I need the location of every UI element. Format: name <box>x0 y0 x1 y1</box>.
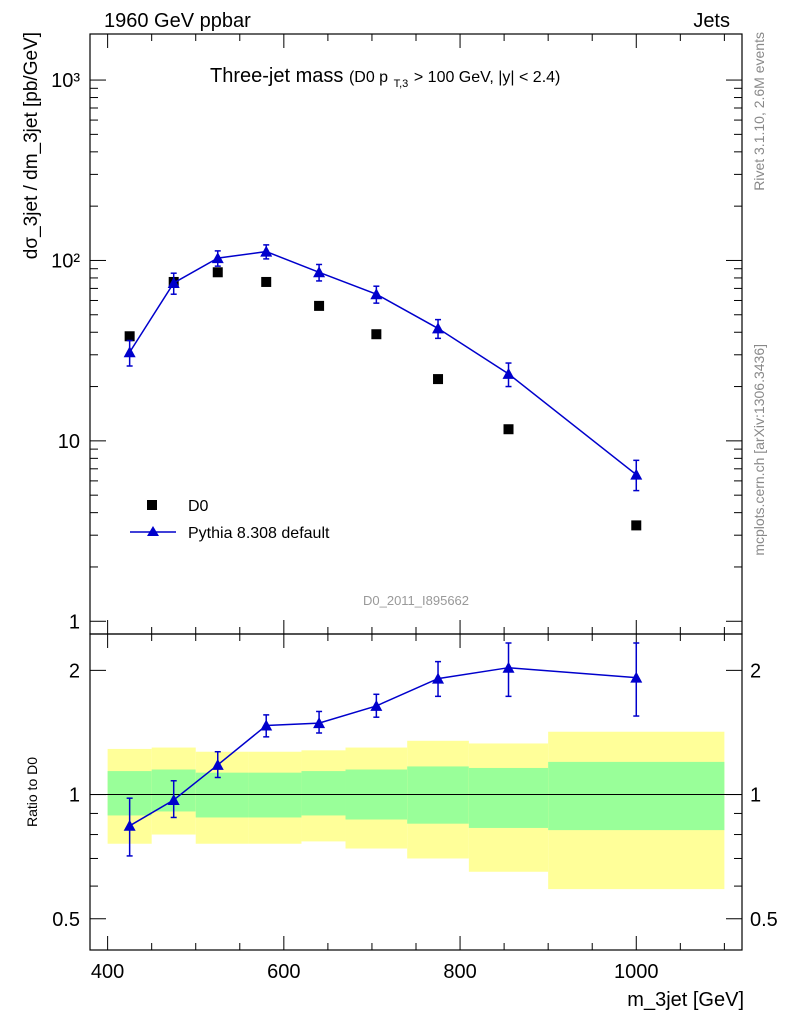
pythia-main-point-5 <box>370 288 383 300</box>
mcplots-label: mcplots.cern.ch [arXiv:1306.3436] <box>751 344 767 556</box>
plot-title-sub-subscript: T,3 <box>394 78 409 90</box>
main-y-axis-label: dσ_3jet / dm_3jet [pb/GeV] <box>21 32 42 259</box>
legend-pythia-label: Pythia 8.308 default <box>188 525 330 542</box>
pythia-ratio-point-6 <box>432 672 445 684</box>
x-tick-label-1000: 1000 <box>614 961 659 983</box>
main-y-tick-label-10: 10 <box>58 431 80 453</box>
pythia-main-point-3 <box>260 245 273 257</box>
ratio-y-tick-label-l-2: 2 <box>69 660 80 682</box>
band-inner-4 <box>301 771 346 816</box>
pythia-main-point-4 <box>313 266 326 278</box>
ratio-y-axis-label: Ratio to D0 <box>24 757 40 827</box>
d0-point-4 <box>314 300 325 311</box>
d0-point-8 <box>631 520 642 531</box>
ratio-y-tick-label-l-0.5: 0.5 <box>52 909 80 931</box>
ratio-y-tick-label-r-2: 2 <box>750 660 761 682</box>
plot-title-sub-prefix: (D0 p <box>349 69 388 86</box>
pythia-ratio-point-8 <box>630 671 643 683</box>
x-tick-label-800: 800 <box>443 961 476 983</box>
main-y-tick-label-100: 10² <box>51 250 80 272</box>
d0-point-3 <box>261 276 272 287</box>
pythia-main-point-0 <box>123 346 136 358</box>
legend-d0-label: D0 <box>188 498 209 515</box>
main-panel-frame <box>89 33 743 635</box>
ratio-uncertainty-bands <box>107 731 725 890</box>
main-y-tick-label-1: 1 <box>69 611 80 633</box>
x-tick-label-600: 600 <box>267 961 300 983</box>
pythia-ratio-point-5 <box>370 699 383 711</box>
main-y-tick-label-1000: 10³ <box>51 70 80 92</box>
band-inner-3 <box>248 772 302 818</box>
ratio-y-tick-label-r-1: 1 <box>750 785 761 807</box>
ratio-y-tick-label-l-1: 1 <box>69 785 80 807</box>
x-axis-label: m_3jet [GeV] <box>627 989 744 1011</box>
d0-point-0 <box>124 331 135 342</box>
pythia-ratio-point-3 <box>260 719 273 731</box>
d0-point-5 <box>371 329 382 340</box>
data-marks <box>123 244 643 857</box>
legend-d0-marker <box>147 500 157 510</box>
jets-label: Jets <box>693 10 730 32</box>
pythia-main-point-1 <box>167 276 180 288</box>
plot-title-sub-suffix: > 100 GeV, |y| < 2.4) <box>414 69 560 86</box>
d0-point-2 <box>212 267 223 278</box>
pythia-main-line <box>129 250 637 476</box>
pythia-ratio-point-1 <box>167 794 180 806</box>
analysis-id: D0_2011_I895662 <box>363 593 469 608</box>
pythia-ratio-point-2 <box>211 758 224 770</box>
pythia-ratio-point-7 <box>502 661 515 673</box>
d0-point-7 <box>503 424 514 435</box>
pythia-main-point-2 <box>211 252 224 264</box>
pythia-ratio-point-4 <box>313 717 326 729</box>
axis-tick-labels: 400 600 800 1000 1 10 10² 10³ 0.5 0.5 1 1 2 2 <box>51 70 778 983</box>
rivet-version-label: Rivet 3.1.10, 2.6M events <box>751 32 767 191</box>
band-inner-7 <box>468 767 549 828</box>
ratio-y-tick-label-r-0.5: 0.5 <box>750 909 778 931</box>
band-inner-8 <box>548 761 725 831</box>
x-tick-label-400: 400 <box>91 961 124 983</box>
collision-label: 1960 GeV ppbar <box>104 10 251 32</box>
band-inner-2 <box>195 772 249 818</box>
plot-title-main: Three-jet mass <box>210 65 343 87</box>
axis-ticks <box>90 34 742 950</box>
legend-pythia-marker <box>147 526 159 536</box>
d0-point-6 <box>433 374 444 385</box>
pythia-main-point-6 <box>432 322 445 334</box>
plot-title: Three-jet mass (D0 p T,3 > 100 GeV, |y| … <box>210 65 560 92</box>
pythia-ratio-point-0 <box>123 819 136 831</box>
pythia-main-point-7 <box>502 367 515 379</box>
pythia-main-point-8 <box>630 468 643 480</box>
